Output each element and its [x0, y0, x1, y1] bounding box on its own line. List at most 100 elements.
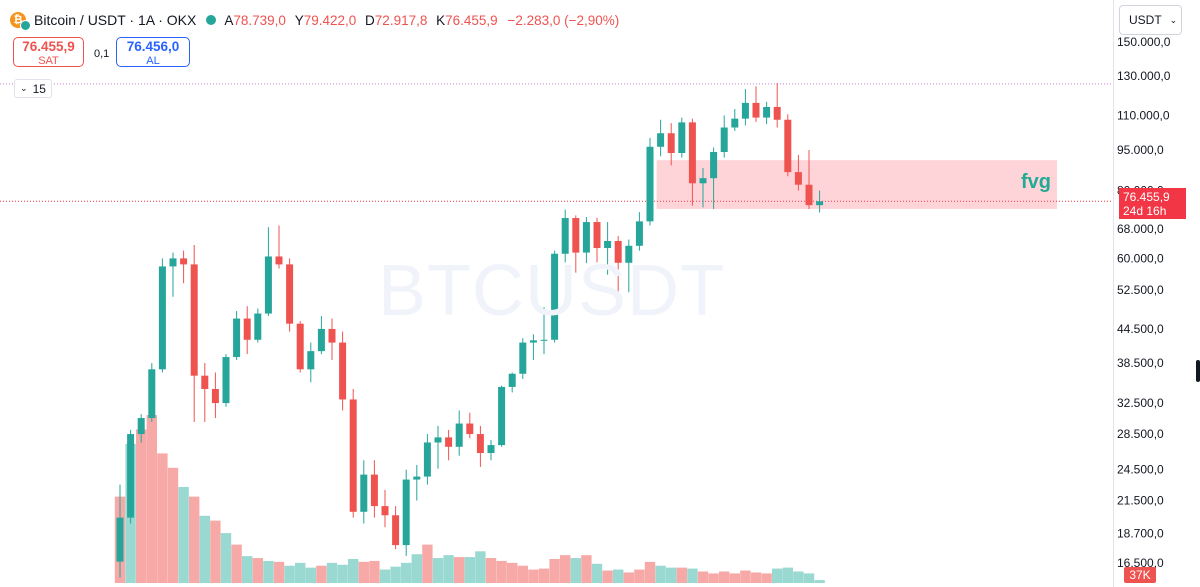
y-tick-label: 150.000,0 — [1117, 35, 1171, 49]
volume-bar — [697, 571, 709, 583]
volume-bar — [613, 569, 624, 583]
bitcoin-logo-icon: ₿ — [10, 12, 31, 31]
volume-bar — [189, 496, 200, 583]
candle-body — [784, 119, 792, 173]
candle-body — [487, 445, 495, 454]
candle-body — [402, 479, 410, 546]
candle-body — [222, 357, 230, 404]
volume-bar — [369, 560, 380, 583]
volume-bar — [740, 570, 751, 583]
y-tick-label: 68.000,0 — [1117, 222, 1164, 236]
buy-price: 76.456,0 — [126, 39, 180, 54]
candle-body — [519, 342, 527, 374]
candle-body — [805, 184, 813, 206]
volume-bar — [496, 560, 507, 583]
volume-bar — [507, 562, 518, 583]
indicator-toggle[interactable]: ⌄ 15 — [14, 79, 52, 98]
last-price-tag: 76.455,9 24d 16h — [1119, 188, 1186, 219]
high-value: 79.422,0 — [303, 12, 357, 28]
volume-bar — [560, 555, 571, 583]
sell-label: SAT — [38, 55, 59, 67]
candle-body — [349, 399, 357, 512]
candle-body — [604, 240, 612, 249]
candle-body — [752, 102, 760, 118]
candle-body — [540, 339, 548, 341]
chevron-down-icon: ⌄ — [20, 83, 28, 93]
candle-body — [678, 122, 686, 154]
spread-value: 0,1 — [94, 48, 110, 60]
volume-bar — [528, 569, 539, 583]
buy-label: AL — [146, 55, 160, 67]
last-price-value: 76.455,9 — [1123, 190, 1170, 204]
volume-bar — [390, 566, 401, 583]
candle-body — [201, 375, 209, 389]
volume-bar — [295, 562, 306, 583]
change-value: −2.283,0 (−2,90%) — [507, 12, 620, 28]
candle-body — [763, 106, 771, 118]
volume-bar — [464, 557, 475, 583]
volume-bar — [220, 533, 232, 583]
volume-bar — [157, 453, 168, 583]
buy-button[interactable]: 76.456,0 AL — [116, 37, 190, 67]
currency-select[interactable]: USDT ⌄ — [1119, 5, 1182, 35]
market-status-dot-icon[interactable] — [206, 15, 217, 25]
candle-body — [127, 434, 135, 518]
volume-bar — [623, 572, 634, 583]
low-value: 72.917,8 — [374, 12, 428, 28]
volume-bar — [210, 520, 221, 583]
y-tick-label: 95.000,0 — [1117, 143, 1164, 157]
candle-body — [476, 434, 484, 454]
candle-body — [688, 122, 696, 184]
candle-body — [413, 476, 421, 480]
volume-bar — [231, 544, 242, 583]
volume-bar — [136, 429, 147, 583]
fvg-zone-label: fvg — [1021, 171, 1051, 193]
candle-body — [148, 369, 156, 419]
volume-bar — [666, 567, 677, 583]
chevron-down-icon: ⌄ — [1169, 14, 1178, 25]
volume-bar — [814, 580, 825, 583]
volume-bar — [793, 571, 804, 583]
low-key: D — [365, 12, 375, 28]
scroll-handle[interactable] — [1196, 360, 1200, 382]
volume-bar — [305, 567, 316, 583]
bar-countdown: 24d 16h — [1123, 204, 1167, 218]
volume-bar — [422, 544, 433, 583]
exchange-badge-icon — [20, 20, 31, 31]
candle-body — [264, 256, 272, 314]
open-value: 78.739,0 — [233, 12, 286, 28]
volume-bar — [517, 565, 528, 583]
candle-body — [508, 373, 516, 387]
volume-bar — [316, 565, 327, 583]
volume-badge: 37K — [1124, 567, 1156, 583]
volume-bar — [549, 559, 560, 583]
candle-body — [307, 351, 315, 370]
volume-bar — [761, 573, 772, 583]
candle-body — [593, 222, 601, 249]
candle-body — [667, 133, 675, 154]
candle-body — [180, 258, 188, 265]
y-tick-label: 21.500,0 — [1117, 494, 1164, 508]
candle-body — [137, 418, 145, 435]
candle-body — [551, 253, 559, 340]
sell-button[interactable]: 76.455,9 SAT — [13, 37, 84, 67]
volume-bar — [252, 558, 263, 583]
candle-body — [381, 506, 389, 516]
candle-body — [339, 342, 347, 400]
y-tick-label: 52.500,0 — [1117, 283, 1164, 297]
volume-bar — [591, 563, 603, 583]
candle-body — [190, 264, 198, 376]
candle-body — [614, 240, 622, 263]
volume-bar — [178, 487, 189, 583]
candle-body — [646, 146, 654, 222]
y-tick-label: 60.000,0 — [1117, 251, 1164, 265]
candle-body — [572, 218, 580, 253]
symbol-title[interactable]: Bitcoin / USDT · 1A · OKX — [34, 12, 197, 28]
candle-body — [816, 201, 824, 206]
volume-bar — [273, 561, 285, 583]
ohlc-readout: A78.739,0 Y79.422,0 D72.917,8 K76.455,9 … — [224, 13, 619, 28]
volume-bar — [411, 554, 422, 583]
currency-label: USDT — [1129, 13, 1162, 27]
candle-body — [158, 266, 166, 370]
